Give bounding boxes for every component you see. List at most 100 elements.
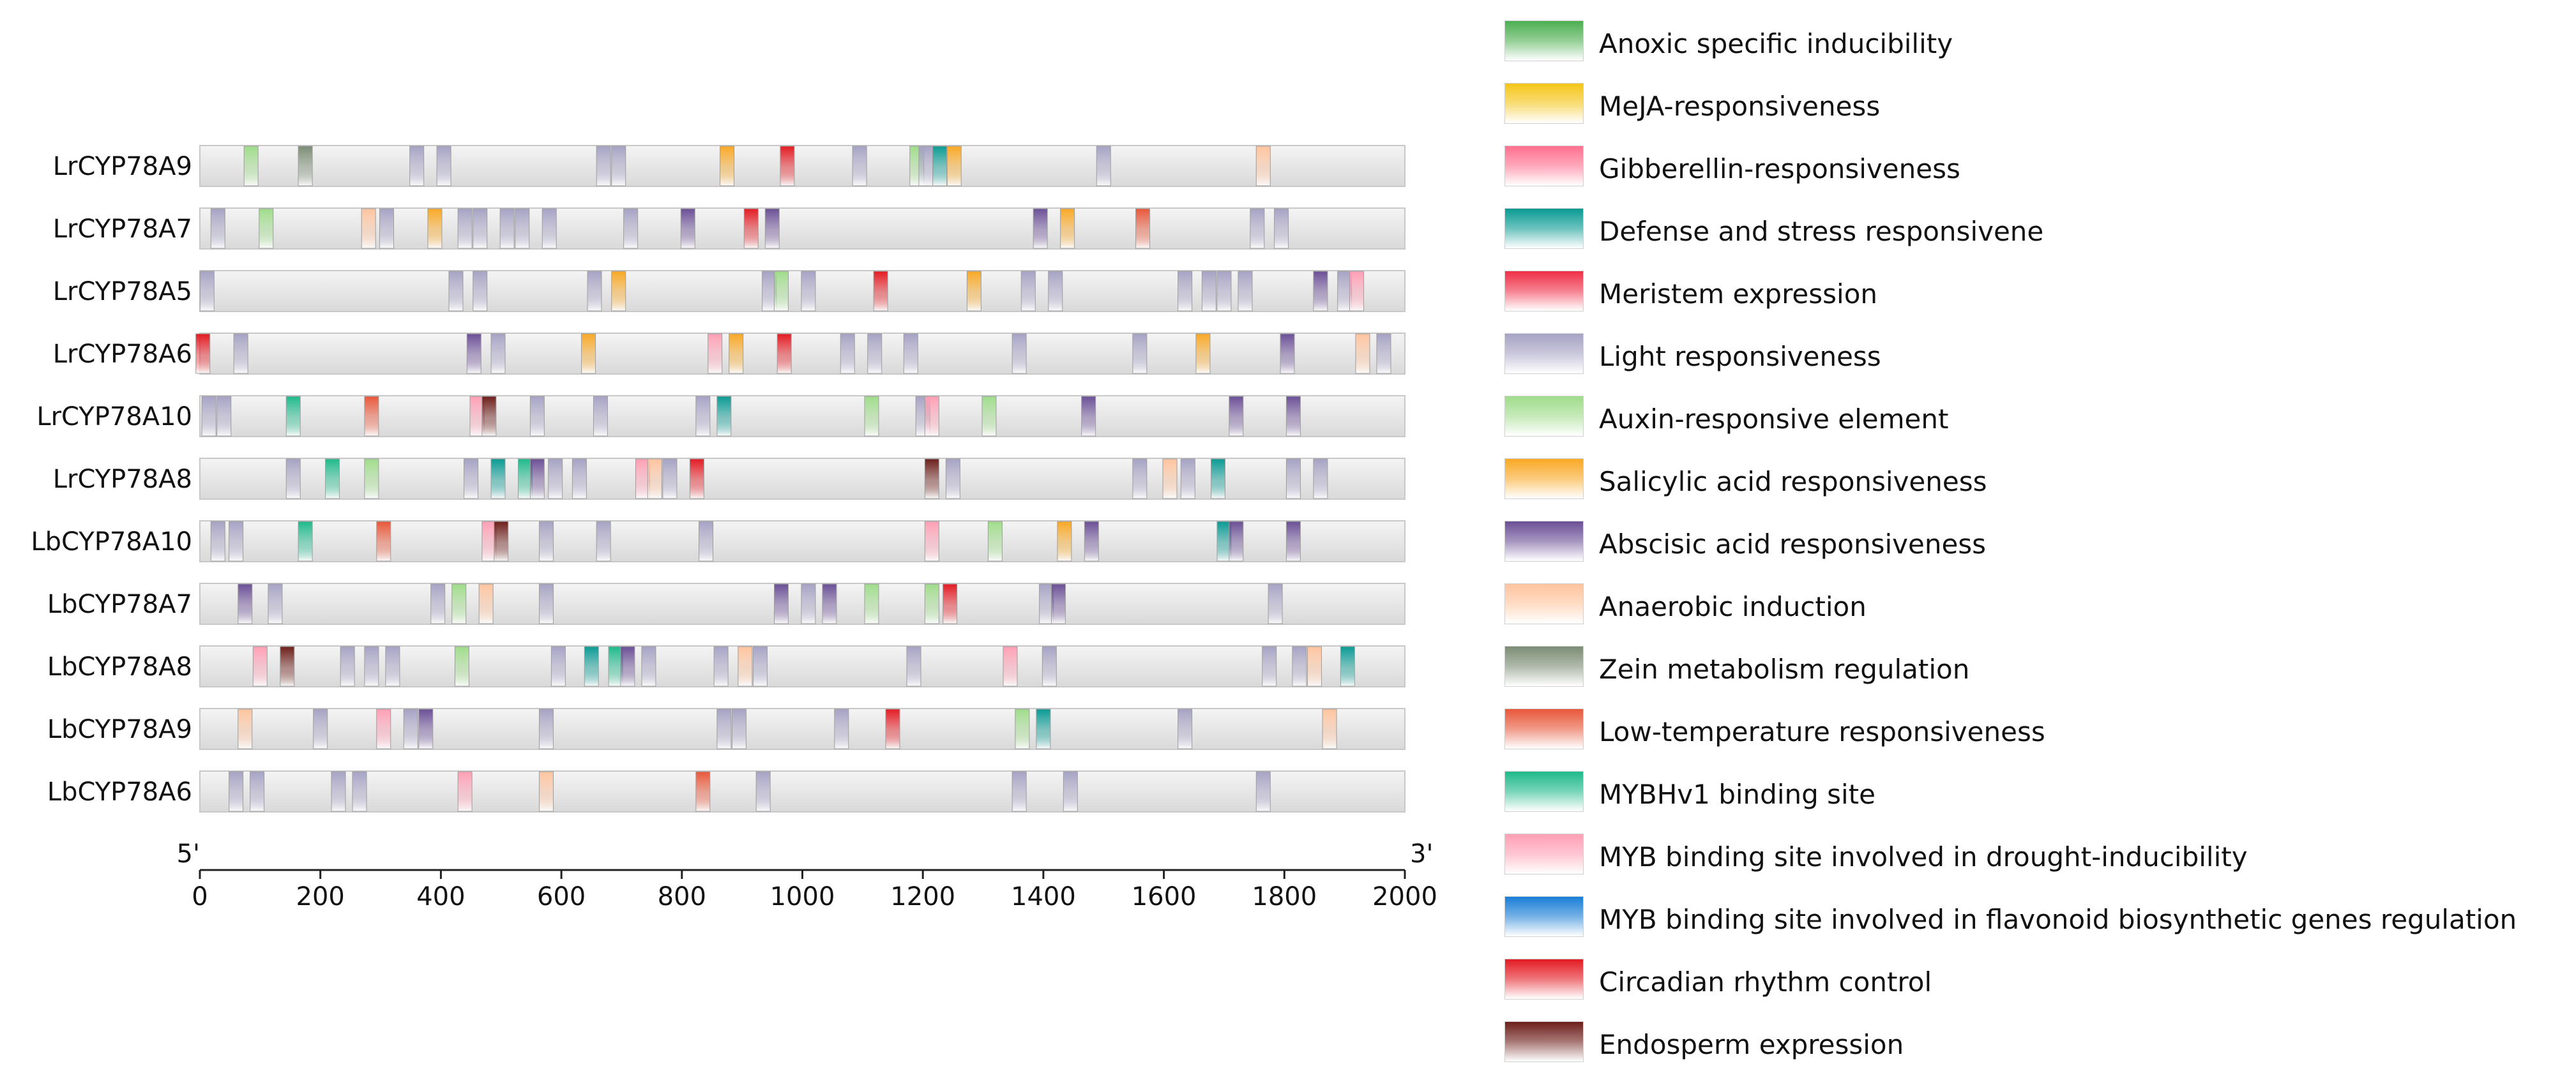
motif-anaerobic-induction	[647, 458, 662, 499]
gene-label: LbCYP78A8	[47, 652, 192, 682]
motif-light-responsiveness	[903, 333, 918, 374]
motif-endosperm-expression	[924, 458, 939, 499]
legend-swatch	[1504, 271, 1584, 311]
motif-light-responsiveness	[1178, 271, 1193, 311]
motif-salicylic-acid-responsiveness	[1057, 521, 1072, 562]
gene-label: LrCYP78A6	[53, 340, 192, 369]
gene-bar	[199, 333, 1405, 375]
motif-light-responsiveness	[1285, 458, 1301, 499]
motif-light-responsiveness	[593, 396, 608, 437]
motif-abscisic-acid-responsiveness	[1280, 333, 1295, 374]
motif-circadian-rhythm-control	[780, 146, 795, 186]
x-tick-label: 1600	[1132, 882, 1197, 911]
motif-endosperm-expression	[481, 396, 497, 437]
legend: Anoxic specific inducibility MeJA-respons…	[1504, 17, 2571, 1080]
motif-light-responsiveness	[201, 396, 216, 437]
x-tick-label: 1000	[770, 882, 835, 911]
motif-light-responsiveness	[1238, 271, 1253, 311]
motif-auxin-responsive-element	[1015, 709, 1030, 749]
motif-light-responsiveness	[755, 771, 771, 812]
motif-light-responsiveness	[1250, 208, 1265, 249]
motif-myb-binding-site-involved-in-drought-inducibility	[924, 396, 939, 437]
motif-endosperm-expression	[494, 521, 509, 562]
motif-light-responsiveness	[539, 521, 554, 562]
motif-light-responsiveness	[499, 208, 515, 249]
motif-light-responsiveness	[199, 271, 215, 311]
motif-circadian-rhythm-control	[885, 709, 900, 749]
legend-label: Abscisic acid responsiveness	[1599, 529, 1987, 560]
motif-light-responsiveness	[1268, 583, 1283, 624]
motif-light-responsiveness	[548, 458, 563, 499]
motif-auxin-responsive-element	[987, 521, 1003, 562]
motif-salicylic-acid-responsiveness	[1195, 333, 1211, 374]
motif-salicylic-acid-responsiveness	[1060, 208, 1075, 249]
legend-label: Light responsiveness	[1599, 341, 1881, 372]
gene-label: LrCYP78A10	[36, 402, 192, 431]
motif-light-responsiveness	[473, 208, 488, 249]
motif-abscisic-acid-responsiveness	[1081, 396, 1096, 437]
motif-light-responsiveness	[331, 771, 346, 812]
motif-light-responsiveness	[464, 458, 479, 499]
motif-light-responsiveness	[229, 771, 244, 812]
legend-item: Anaerobic induction	[1504, 580, 2571, 642]
motif-circadian-rhythm-control	[195, 333, 211, 374]
motif-light-responsiveness	[752, 646, 768, 687]
legend-swatch	[1504, 333, 1584, 374]
motif-abscisic-acid-responsiveness	[773, 583, 789, 624]
legend-label: Low-temperature responsiveness	[1599, 716, 2045, 747]
motif-anaerobic-induction	[539, 771, 554, 812]
motif-light-responsiveness	[539, 583, 554, 624]
motif-light-responsiveness	[539, 709, 554, 749]
motif-anaerobic-induction	[1307, 646, 1322, 687]
gene-label: LbCYP78A6	[47, 777, 192, 807]
motif-light-responsiveness	[1216, 271, 1232, 311]
motif-light-responsiveness	[840, 333, 855, 374]
motif-light-responsiveness	[716, 709, 732, 749]
motif-abscisic-acid-responsiveness	[1033, 208, 1048, 249]
motif-light-responsiveness	[1201, 271, 1216, 311]
legend-swatch	[1504, 83, 1584, 124]
legend-swatch	[1504, 583, 1584, 624]
motif-abscisic-acid-responsiveness	[1285, 521, 1301, 562]
motif-light-responsiveness	[1096, 146, 1111, 186]
motif-auxin-responsive-element	[454, 646, 469, 687]
x-tick-label: 600	[537, 882, 586, 911]
motif-light-responsiveness	[641, 646, 656, 687]
legend-item: Salicylic acid responsiveness	[1504, 454, 2571, 517]
legend-label: Meristem expression	[1599, 278, 1878, 310]
motif-salicylic-acid-responsiveness	[581, 333, 596, 374]
motif-light-responsiveness	[340, 646, 355, 687]
motif-auxin-responsive-element	[864, 396, 879, 437]
motif-abscisic-acid-responsiveness	[620, 646, 635, 687]
motif-light-responsiveness	[379, 208, 394, 249]
motif-light-responsiveness	[852, 146, 867, 186]
motif-myb-binding-site-involved-in-drought-inducibility	[1003, 646, 1018, 687]
motif-light-responsiveness	[1132, 333, 1148, 374]
motif-light-responsiveness	[731, 709, 746, 749]
motif-light-responsiveness	[623, 208, 639, 249]
motif-light-responsiveness	[1011, 771, 1027, 812]
legend-swatch	[1504, 396, 1584, 437]
legend-swatch	[1504, 709, 1584, 749]
motif-light-responsiveness	[801, 271, 816, 311]
motif-light-responsiveness	[1292, 646, 1307, 687]
motif-myb-binding-site-involved-in-drought-inducibility	[252, 646, 268, 687]
legend-item: Abscisic acid responsiveness	[1504, 517, 2571, 580]
motif-defense-and-stress-responsivene	[1340, 646, 1355, 687]
motif-light-responsiveness	[1132, 458, 1148, 499]
x-tick-label: 1200	[890, 882, 955, 911]
motif-light-responsiveness	[1178, 709, 1193, 749]
gene-bar	[199, 645, 1405, 687]
legend-label: Defense and stress responsivene	[1599, 216, 2044, 247]
motif-anaerobic-induction	[1255, 146, 1271, 186]
motif-light-responsiveness	[1048, 271, 1063, 311]
motif-light-responsiveness	[385, 646, 400, 687]
x-tick-label: 2000	[1372, 882, 1437, 911]
legend-item: Auxin-responsive element	[1504, 392, 2571, 454]
motif-abscisic-acid-responsiveness	[1229, 396, 1244, 437]
motif-light-responsiveness	[448, 271, 464, 311]
motif-light-responsiveness	[1255, 771, 1271, 812]
gene-label: LrCYP78A8	[53, 465, 192, 494]
x-tick-label: 800	[658, 882, 706, 911]
motif-myb-binding-site-involved-in-drought-inducibility	[924, 521, 939, 562]
